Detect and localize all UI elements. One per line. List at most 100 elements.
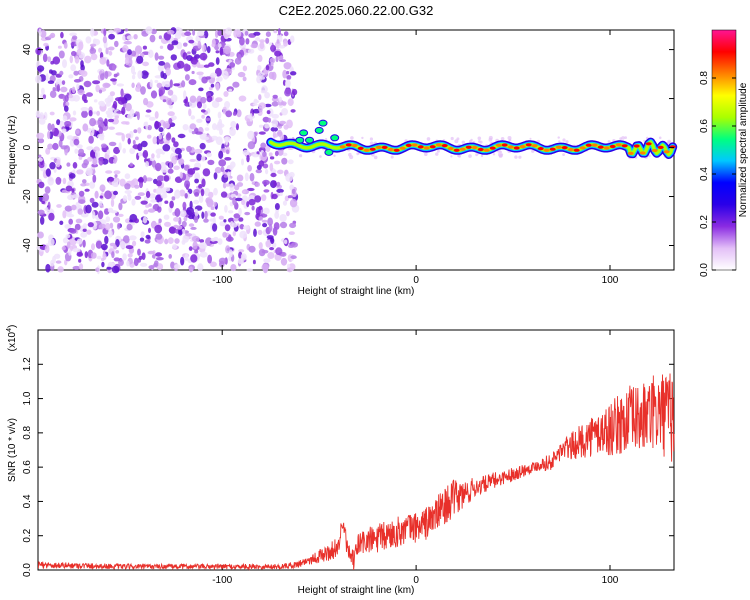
- noise-blob: [117, 96, 126, 105]
- noise-blob: [104, 70, 109, 80]
- noise-blob: [266, 110, 271, 115]
- noise-blob: [163, 121, 166, 129]
- noise-blob: [36, 47, 41, 56]
- noise-blob: [239, 223, 245, 230]
- noise-blob: [92, 174, 97, 183]
- noise-blob: [58, 139, 63, 148]
- signal-peak: [429, 145, 436, 149]
- noise-blob: [136, 55, 144, 64]
- onset-blob: [330, 134, 340, 142]
- noise-blob: [210, 83, 215, 88]
- noise-blob: [222, 70, 229, 80]
- noise-blob: [149, 79, 153, 88]
- signal-peak: [549, 147, 556, 151]
- noise-blob: [171, 40, 179, 46]
- faint-dot: [607, 140, 611, 144]
- noise-blob: [148, 227, 151, 233]
- noise-blob: [109, 222, 114, 229]
- noise-blob: [113, 73, 118, 78]
- spectrogram-chart: -100 0 100 -40 -20 0 20 40 Height of straight l…: [7, 26, 678, 297]
- noise-blob: [174, 264, 181, 270]
- faint-dot: [558, 140, 561, 143]
- noise-blob: [266, 235, 274, 240]
- noise-blob: [137, 192, 145, 197]
- onset-blob: [305, 136, 314, 144]
- noise-blob: [252, 153, 260, 158]
- noise-blob: [286, 119, 293, 129]
- noise-blob: [163, 175, 170, 182]
- noise-blob: [188, 246, 193, 251]
- noise-blob: [62, 115, 68, 122]
- onset-blob: [299, 129, 309, 137]
- noise-blob: [247, 165, 253, 172]
- noise-blob: [40, 216, 45, 225]
- noise-blob: [169, 200, 174, 209]
- noise-blob: [171, 155, 177, 165]
- noise-blob: [263, 258, 271, 263]
- noise-blob: [47, 176, 54, 186]
- signal-peak: [531, 144, 538, 148]
- noise-blob: [203, 64, 210, 68]
- noise-blob: [97, 210, 104, 220]
- noise-blob: [181, 239, 186, 245]
- noise-blob: [228, 210, 234, 214]
- noise-blob: [68, 94, 74, 99]
- noise-blob: [190, 226, 197, 230]
- noise-blob: [191, 70, 195, 75]
- noise-blob: [209, 261, 217, 268]
- noise-blob: [78, 70, 86, 75]
- noise-blob: [142, 150, 149, 159]
- noise-blob: [206, 46, 211, 54]
- noise-blob: [200, 96, 207, 104]
- noise-blob: [114, 40, 119, 48]
- noise-blob: [135, 136, 139, 141]
- noise-blob: [196, 71, 204, 76]
- noise-blob: [167, 89, 174, 96]
- noise-blob: [133, 257, 139, 267]
- noise-blob: [282, 69, 288, 79]
- faint-dot: [531, 149, 535, 153]
- noise-blob: [181, 80, 186, 88]
- noise-blob: [123, 40, 132, 45]
- noise-blob: [148, 265, 155, 270]
- noise-blob: [222, 182, 227, 189]
- snr-x-axis-label: Height of straight line (km): [298, 585, 415, 596]
- noise-blob: [52, 142, 59, 151]
- noise-blob: [75, 129, 80, 134]
- noise-blob: [56, 84, 61, 92]
- noise-blob: [193, 199, 200, 205]
- noise-blob: [107, 29, 115, 34]
- noise-blob: [60, 86, 68, 93]
- noise-blob: [218, 43, 222, 48]
- noise-blob: [155, 148, 164, 155]
- signal-peak: [543, 148, 550, 152]
- noise-blob: [41, 87, 45, 95]
- faint-dot: [458, 154, 461, 158]
- noise-blob: [209, 218, 216, 222]
- noise-blob: [83, 80, 92, 88]
- noise-blob: [145, 190, 151, 199]
- noise-blob: [257, 54, 263, 63]
- spectrogram-x-tick-label: -100: [212, 275, 232, 286]
- signal-peak: [381, 145, 388, 149]
- noise-blob: [197, 30, 205, 37]
- signal-peak: [405, 143, 412, 147]
- noise-blob: [97, 133, 105, 139]
- noise-blob: [173, 217, 180, 222]
- noise-blob: [248, 198, 256, 206]
- noise-blob: [278, 45, 286, 49]
- noise-blob: [137, 177, 144, 183]
- noise-blob: [229, 127, 236, 137]
- noise-blob: [109, 91, 115, 97]
- noise-blob: [59, 70, 64, 76]
- noise-blob: [271, 101, 279, 107]
- noise-blob: [202, 168, 211, 177]
- noise-blob: [289, 222, 297, 229]
- signal-peak: [609, 144, 616, 149]
- spectrogram-x-axis-label: Height of straight line (km): [298, 286, 415, 297]
- faint-dot: [436, 149, 440, 153]
- noise-blob: [75, 218, 83, 224]
- noise-blob: [89, 47, 97, 55]
- noise-blob: [264, 123, 270, 129]
- noise-blob: [52, 87, 56, 91]
